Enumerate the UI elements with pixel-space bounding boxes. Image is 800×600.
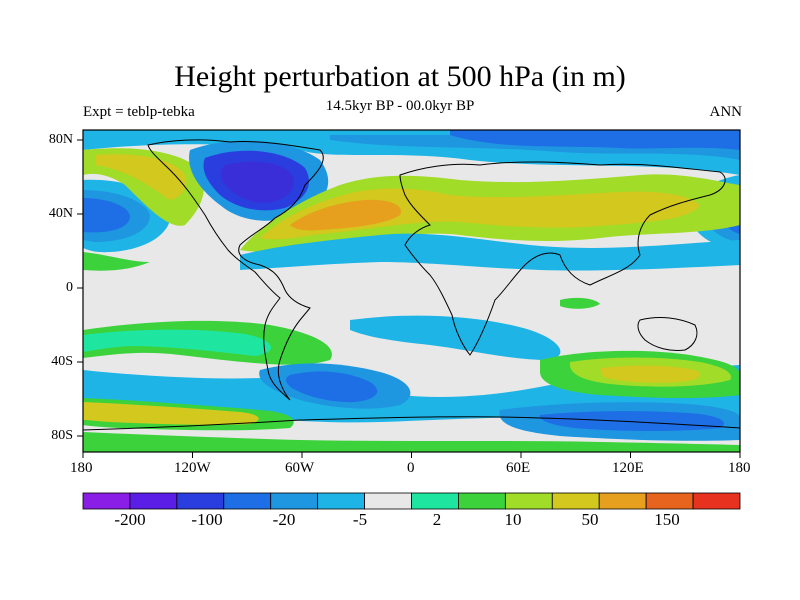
x-tick-60w: 60W <box>285 460 315 476</box>
colorbar-swatch <box>270 492 319 510</box>
experiment-label: Expt = teblp-tebka <box>83 104 195 120</box>
y-tick-40s: 40S <box>51 354 73 369</box>
x-tick-60e: 60E <box>506 460 531 476</box>
x-tick-180e: 180 <box>728 460 751 476</box>
colorbar-swatch <box>223 492 272 510</box>
colorbar <box>82 492 741 510</box>
colorbar-label: -200 <box>114 510 146 529</box>
colorbar-swatch <box>176 492 225 510</box>
figure-subtitle: 14.5kyr BP - 00.0kyr BP <box>325 98 475 114</box>
indian-ocean-green <box>560 297 600 309</box>
colorbar-swatch <box>504 492 553 510</box>
colorbar-label: -5 <box>352 510 368 529</box>
figure-title: Height perturbation at 500 hPa (in m) <box>174 60 626 93</box>
pacific-high-core <box>95 154 187 200</box>
y-tick-80s: 80S <box>51 428 73 443</box>
atlantic-high-core <box>290 199 401 231</box>
south-atlantic-low-core <box>286 371 378 403</box>
colorbar-swatch <box>645 492 694 510</box>
colorbar-swatch <box>692 492 741 510</box>
colorbar-label: -100 <box>191 510 223 529</box>
y-tick-80n: 80N <box>48 132 73 147</box>
antarctic-blue-core <box>539 411 724 431</box>
colorbar-swatch <box>551 492 600 510</box>
colorbar-swatch <box>411 492 459 510</box>
x-tick-120e: 120E <box>612 460 644 476</box>
south-atlantic-blue <box>350 315 561 360</box>
colorbar-label: 50 <box>581 510 599 529</box>
afro-eurasia-coastline <box>399 161 726 356</box>
x-tick-120w: 120W <box>174 460 211 476</box>
arctic-band-deep <box>450 130 740 150</box>
pacific-low-core <box>83 198 130 233</box>
midlat-blue-band <box>240 233 740 271</box>
map-field <box>83 130 740 452</box>
y-tick-0: 0 <box>66 280 73 295</box>
colorbar-swatch <box>82 492 131 510</box>
tropic-west-green <box>83 252 150 271</box>
namerica-low-core <box>220 161 294 203</box>
x-tick-0: 0 <box>407 460 415 476</box>
coastlines <box>83 139 740 431</box>
colorbar-label: 2 <box>432 510 442 529</box>
colorbar-swatch <box>317 492 365 510</box>
colorbar-swatch <box>364 492 412 510</box>
antarctic-green-edge <box>83 432 740 452</box>
season-label: ANN <box>709 104 743 120</box>
colorbar-label: 10 <box>504 510 522 529</box>
south-indian-high-core <box>600 365 700 383</box>
colorbar-label: -20 <box>272 510 296 529</box>
americas-coastline <box>147 139 324 401</box>
australia-coastline <box>637 317 698 351</box>
south-pacific-teal <box>83 329 272 356</box>
x-tick-marks <box>82 452 741 458</box>
colorbar-label: 150 <box>654 510 680 529</box>
x-tick-180w: 180 <box>70 460 93 476</box>
y-tick-40n: 40N <box>48 206 73 221</box>
y-tick-marks <box>77 139 83 437</box>
colorbar-swatch <box>458 492 506 510</box>
antarctica-coastline <box>83 416 740 431</box>
colorbar-swatch <box>598 492 647 510</box>
far-south-yellow <box>83 402 259 425</box>
colorbar-swatch <box>129 492 178 510</box>
